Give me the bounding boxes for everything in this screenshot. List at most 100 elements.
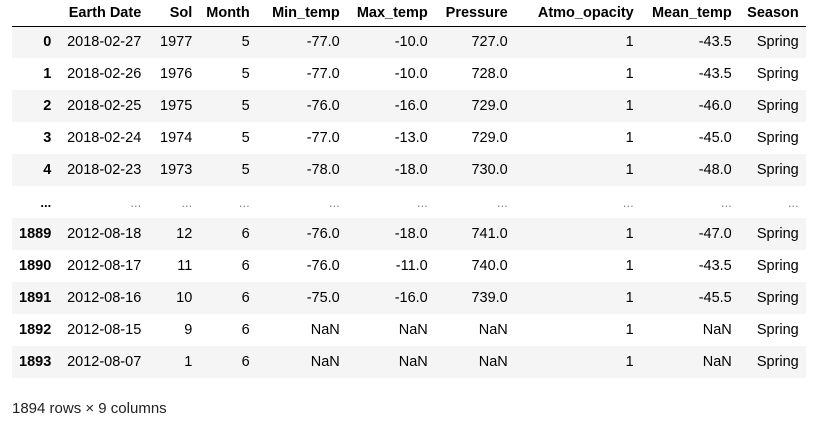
- table-cell: 730.0: [471, 162, 508, 178]
- table-cell: NaN: [398, 322, 428, 338]
- table-cell: ...: [622, 194, 634, 210]
- table-cell: Spring: [756, 258, 799, 274]
- table-cell: 9: [184, 322, 193, 338]
- table-cell: 6: [241, 290, 250, 306]
- table-cell: 2012-08-07: [67, 354, 142, 370]
- table-cell: 727.0: [471, 34, 508, 51]
- table-cell: ...: [787, 194, 799, 210]
- table-cell: 6: [241, 258, 250, 274]
- table-cell: NaN: [310, 354, 340, 370]
- table-cell: Spring: [756, 66, 799, 82]
- index-header: [12, 0, 59, 27]
- table-cell: 1: [625, 322, 634, 338]
- column-header: Atmo_opacity: [514, 0, 641, 27]
- table-cell: 6: [241, 354, 250, 370]
- ellipsis-row: ..............................: [12, 186, 806, 218]
- table-cell: 1: [625, 258, 634, 274]
- table-cell: 1: [625, 290, 634, 306]
- dataframe-table: Earth Date Sol Month Min_temp Max_temp Pressu…: [12, 0, 806, 378]
- column-header: Earth Date: [58, 0, 149, 27]
- table-cell: 1: [625, 226, 634, 242]
- table-cell: Spring: [756, 322, 799, 338]
- column-header: Sol: [148, 0, 200, 27]
- table-cell: 5: [241, 98, 250, 114]
- table-cell: -77.0: [306, 130, 340, 146]
- table-cell: NaN: [478, 322, 508, 338]
- table-cell: -45.0: [698, 130, 732, 146]
- table-cell: Spring: [756, 290, 799, 306]
- table-header-row: Earth Date Sol Month Min_temp Max_temp Pressu…: [12, 0, 806, 27]
- table-cell: -45.5: [698, 290, 732, 306]
- table-cell: -77.0: [306, 34, 340, 51]
- table-row: 1890 2012-08-17 11 6 -76.0 -11.0 740.0 1 -43.5 Sp…: [12, 250, 806, 282]
- table-cell: 5: [241, 66, 250, 82]
- table-cell: 2018-02-27: [67, 34, 142, 51]
- table-cell: 1976: [160, 66, 193, 82]
- table-cell: 728.0: [471, 66, 508, 82]
- table-body: 0 2018-02-27 1977 5 -77.0 -10.0 727.0 1 -43.5 Spr…: [12, 26, 806, 378]
- row-index: 2: [43, 98, 52, 114]
- row-index: 1892: [19, 322, 52, 338]
- column-header: Pressure: [434, 0, 515, 27]
- table-cell: 1: [184, 354, 193, 370]
- table-cell: -77.0: [306, 66, 340, 82]
- table-cell: -75.0: [306, 290, 340, 306]
- dataframe-output: Earth Date Sol Month Min_temp Max_temp Pressu…: [12, 0, 806, 378]
- table-cell: 2012-08-16: [67, 290, 142, 306]
- table-cell: 2018-02-25: [67, 98, 142, 114]
- table-cell: 739.0: [471, 290, 508, 306]
- table-cell: -10.0: [394, 66, 428, 82]
- table-cell: ...: [328, 194, 340, 210]
- table-cell: 1974: [160, 130, 193, 146]
- table-row: 1891 2012-08-16 10 6 -75.0 -16.0 739.0 1 -45.5 Sp…: [12, 282, 806, 314]
- table-cell: 1: [625, 34, 634, 51]
- table-cell: -18.0: [394, 226, 428, 242]
- table-cell: ...: [130, 194, 142, 210]
- table-cell: 1973: [160, 162, 193, 178]
- table-cell: 741.0: [471, 226, 508, 242]
- table-cell: -18.0: [394, 162, 428, 178]
- table-row: 2 2018-02-25 1975 5 -76.0 -16.0 729.0 1 -46.0 Spr…: [12, 90, 806, 122]
- table-cell: -43.5: [698, 34, 732, 51]
- table-cell: 2012-08-15: [67, 322, 142, 338]
- row-index: 4: [43, 162, 52, 178]
- table-cell: 1: [625, 162, 634, 178]
- table-cell: -16.0: [394, 98, 428, 114]
- table-cell: NaN: [702, 354, 732, 370]
- table-cell: 2018-02-26: [67, 66, 142, 82]
- table-cell: -76.0: [306, 226, 340, 242]
- table-cell: 1: [625, 130, 634, 146]
- table-cell: Spring: [756, 354, 799, 370]
- table-cell: ...: [416, 194, 428, 210]
- table-cell: ...: [238, 194, 250, 210]
- table-cell: 2012-08-18: [67, 226, 142, 242]
- row-index: ...: [40, 194, 52, 210]
- table-cell: -78.0: [306, 162, 340, 178]
- table-cell: NaN: [310, 322, 340, 338]
- table-cell: 11: [177, 258, 193, 274]
- table-cell: 1: [625, 98, 634, 114]
- column-header: Month: [199, 0, 257, 27]
- table-row: 1893 2012-08-07 1 6 NaN NaN NaN 1 NaN Spring: [12, 346, 806, 378]
- shape-summary: 1894 rows × 9 columns: [12, 400, 167, 417]
- table-cell: 6: [241, 322, 250, 338]
- table-row: 1889 2012-08-18 12 6 -76.0 -18.0 741.0 1 -47.0 Sp…: [12, 218, 806, 250]
- table-cell: 2018-02-24: [67, 130, 142, 146]
- table-cell: NaN: [702, 322, 732, 338]
- table-cell: Spring: [756, 34, 799, 51]
- table-cell: -48.0: [698, 162, 732, 178]
- table-cell: -76.0: [306, 98, 340, 114]
- table-cell: 1977: [160, 34, 193, 51]
- table-cell: 12: [176, 226, 193, 242]
- row-index: 1890: [19, 258, 52, 274]
- table-cell: -43.5: [698, 66, 732, 82]
- column-header: Mean_temp: [640, 0, 739, 27]
- row-index: 1891: [19, 290, 52, 306]
- column-header: Max_temp: [346, 0, 435, 27]
- table-row: 1 2018-02-26 1976 5 -77.0 -10.0 728.0 1 -43.5 Spr…: [12, 58, 806, 90]
- table-cell: 2018-02-23: [67, 162, 142, 178]
- table-cell: -43.5: [698, 258, 732, 274]
- table-cell: 1: [625, 354, 634, 370]
- table-cell: -46.0: [698, 98, 732, 114]
- table-cell: 2012-08-17: [67, 258, 142, 274]
